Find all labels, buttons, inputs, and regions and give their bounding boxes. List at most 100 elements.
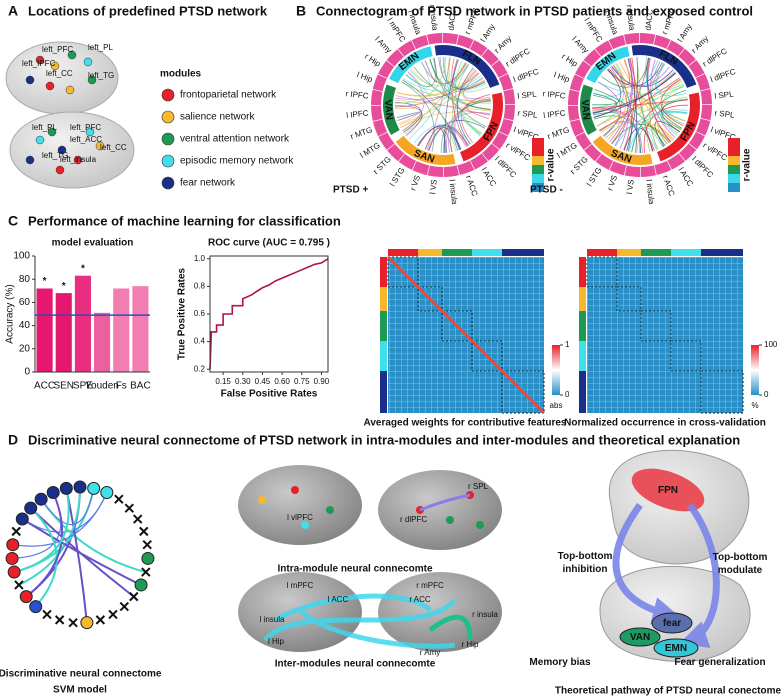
region-label: l vlPFC [287,513,313,522]
ring-divider [640,166,641,177]
ring-divider [372,118,383,122]
colorbar-step [532,147,544,156]
ring-divider [469,160,475,170]
node-label: l dlPFC [709,67,737,84]
module-strip [380,287,387,311]
ring-divider [498,131,509,137]
cross [54,615,65,625]
emn-region [653,638,699,658]
module-strip [388,249,418,256]
colorbar-step [532,138,544,147]
chord [661,99,688,133]
ring-divider [426,165,430,176]
region-label: r ACC [409,595,431,604]
node-dot [73,155,83,165]
module-box [471,340,503,372]
ring-divider [398,153,405,162]
node-label: l IPFC [346,109,369,120]
module-strip [442,249,472,256]
node-label: r Amy [493,34,514,55]
chord [615,111,688,147]
bar [36,288,53,372]
module-arc [586,46,630,84]
panel-letter: D [8,432,18,448]
ring-divider [491,143,500,150]
node-label: r STG [568,155,589,176]
y-tick-label: 0 [24,367,30,378]
chord [444,57,481,136]
legend-dot [161,88,175,102]
region-label: l Hip [268,637,285,646]
region-dot [476,521,484,529]
connection [13,488,70,574]
colorbar-tick-label: 0 [565,390,570,399]
module-box [616,286,642,312]
node-label: l Amy [570,35,590,55]
node-dot [35,55,45,65]
module-strip [380,257,387,287]
node-label: l insula [644,179,656,205]
module-strip [579,371,586,413]
ring-divider [481,48,488,57]
node-dot [25,75,35,85]
chord [418,126,461,150]
module-arc [389,46,433,84]
connection [419,493,471,512]
node-label: r IPFC [345,89,369,101]
chord [607,62,627,141]
node [6,538,20,552]
chord [623,57,635,151]
brain-label: left_PFC [70,123,101,132]
legend-label: salience network [180,112,255,123]
ring-divider [498,73,508,79]
node [59,481,73,495]
chord [447,126,468,153]
chord [623,59,673,141]
colorbar-unit: % [751,401,758,410]
colorbar [751,345,759,395]
module-strip [641,249,671,256]
node [73,480,87,494]
node-dot [87,75,97,85]
node-dot [85,127,95,137]
colorbar-tick-label: 100 [764,340,778,349]
node-label: l mPFC [385,16,407,44]
brain [378,470,502,550]
chord [445,112,491,153]
region-label: l insula [260,615,285,624]
chord [417,126,453,153]
node [141,551,155,565]
module-strip [671,249,701,256]
module-label: VAN [579,99,592,120]
cross [14,580,24,590]
chord [400,81,435,152]
brain-label: left_insula [60,155,97,164]
module-box [670,340,702,372]
node-label: l IPFC [543,109,566,120]
ring-divider [503,88,514,92]
ring-divider [386,60,395,67]
ring-divider [653,34,657,45]
node-label: l SPL [517,90,538,101]
module-box [387,256,419,288]
module-strip [472,249,502,256]
cross [108,609,118,620]
ring-divider [623,34,627,45]
chord [645,57,685,125]
node [15,512,29,526]
connection [12,492,108,547]
node-label: r Hip [363,52,383,69]
node-label: r VS [408,174,422,192]
chord [462,118,483,134]
node-label: l ACC [676,166,695,188]
module-box [501,370,545,414]
panel-title: Locations of predefined PTSD network [28,3,268,18]
node-label: r Amy [690,34,711,55]
module-arc [383,84,400,135]
node [34,492,48,506]
chord [395,57,446,104]
ring-divider [481,153,489,162]
chord [599,85,685,132]
node-dot [67,50,77,60]
ring-divider [456,34,460,45]
